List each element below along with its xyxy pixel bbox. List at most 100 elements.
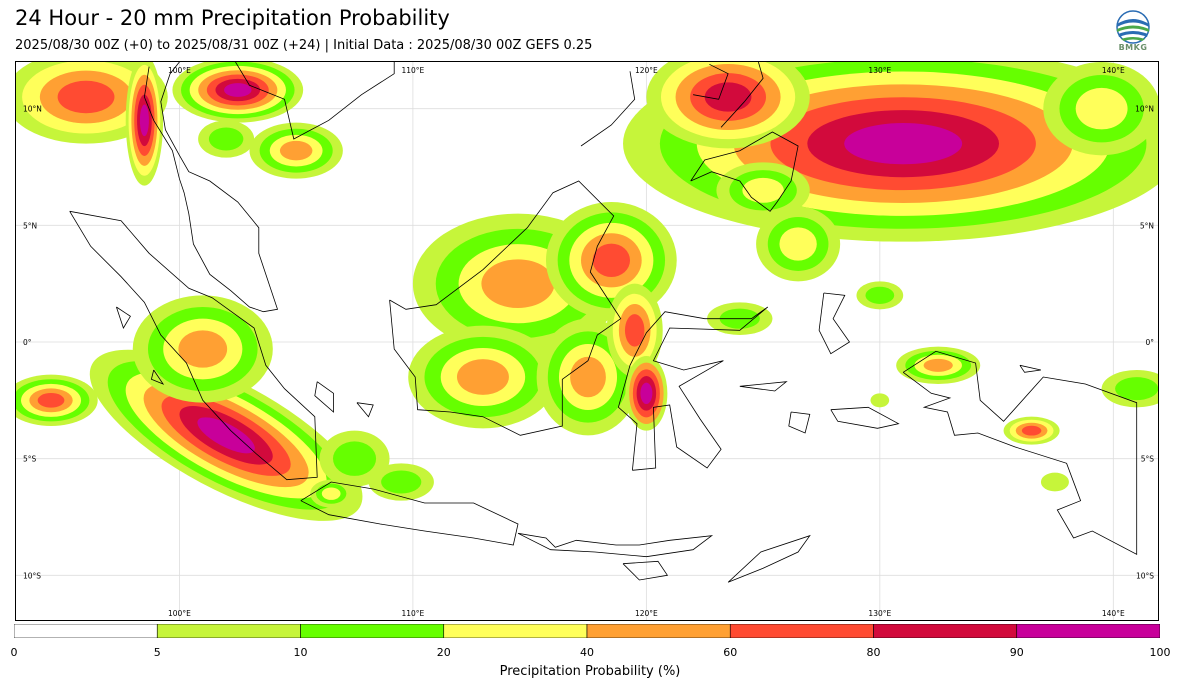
- lat-label: 10°S: [23, 571, 41, 580]
- lon-label: 120°E: [635, 66, 658, 75]
- probability-band: [178, 330, 228, 368]
- probability-band: [57, 80, 115, 114]
- coastline: [580, 71, 636, 147]
- probability-band: [1040, 472, 1069, 492]
- lat-label: 0°: [1145, 338, 1154, 347]
- probability-band: [1021, 425, 1042, 436]
- bmkg-logo-icon: [1116, 10, 1150, 44]
- map-title: 24 Hour - 20 mm Precipitation Probabilit…: [15, 6, 450, 30]
- precip-cell: [1101, 370, 1158, 408]
- lat-label: 5°S: [1141, 455, 1155, 464]
- lat-label: 5°N: [23, 221, 37, 230]
- lat-label: 10°S: [1136, 571, 1154, 580]
- colorbar-tick: 60: [723, 646, 738, 659]
- probability-band: [624, 314, 645, 347]
- precip-cell: [1040, 472, 1069, 492]
- coastline: [235, 62, 395, 140]
- probability-band: [456, 359, 509, 395]
- coastline: [389, 180, 622, 436]
- coastline: [727, 534, 811, 583]
- precip-cell: [646, 62, 810, 149]
- coastline: [160, 62, 279, 313]
- coastline: [617, 306, 769, 471]
- coastline: [116, 306, 131, 329]
- coastline: [356, 402, 374, 418]
- colorbar-tick: 90: [1009, 646, 1024, 659]
- bmkg-logo-text: BMKG: [1118, 43, 1148, 52]
- probability-band: [870, 393, 890, 408]
- colorbar-tick: 0: [10, 646, 18, 659]
- colorbar-segment: [300, 624, 445, 638]
- probability-band: [332, 441, 377, 476]
- coastline: [830, 406, 900, 429]
- probability-band: [381, 470, 422, 494]
- colorbar-segment: [443, 624, 588, 638]
- probability-band: [844, 123, 963, 165]
- coastline: [902, 350, 1138, 555]
- probability-band: [197, 417, 255, 454]
- colorbar-segment: [586, 624, 731, 638]
- probability-band: [37, 393, 65, 408]
- precip-cell: [856, 281, 904, 310]
- probability-band: [640, 382, 653, 405]
- precip-cell: [319, 430, 390, 487]
- probability-band: [481, 259, 555, 309]
- colorbar-tick: 5: [153, 646, 161, 659]
- colorbar-segment: [156, 624, 301, 638]
- precipitation-field: [16, 62, 1158, 521]
- coastline: [1019, 364, 1041, 373]
- precip-cell: [249, 122, 343, 179]
- lon-label: 130°E: [868, 609, 891, 618]
- coastline: [788, 411, 811, 434]
- lon-label: 100°E: [168, 66, 191, 75]
- lon-label: 110°E: [401, 609, 424, 618]
- colorbar: [14, 624, 1160, 638]
- lon-label: 110°E: [401, 66, 424, 75]
- colorbar-segment: [729, 624, 874, 638]
- colorbar-segment: [1016, 624, 1160, 638]
- probability-band: [321, 487, 341, 500]
- colorbar-tick: 10: [293, 646, 308, 659]
- precipitation-map[interactable]: 100°E 100°E 110°E 110°E 120°E 120°E 130°E 130°E…: [15, 61, 1159, 621]
- probability-band: [1075, 87, 1128, 130]
- colorbar-segment: [14, 624, 158, 638]
- colorbar-tick: 40: [580, 646, 594, 659]
- probability-band: [139, 104, 149, 137]
- colorbar-label: Precipitation Probability (%): [499, 664, 681, 679]
- probability-band: [224, 83, 252, 97]
- precip-cell: [16, 374, 98, 426]
- probability-band: [570, 356, 606, 398]
- lon-label: 120°E: [635, 609, 658, 618]
- coastline: [300, 481, 519, 546]
- lon-label: 100°E: [168, 609, 191, 618]
- precip-cell: [408, 325, 558, 429]
- lat-label: 10°N: [1135, 105, 1154, 114]
- map-subtitle: 2025/08/30 00Z (+0) to 2025/08/31 00Z (+…: [15, 38, 593, 53]
- precip-cell: [310, 479, 353, 508]
- lat-label: 5°N: [1140, 221, 1154, 230]
- precip-cell: [1043, 62, 1158, 156]
- lon-label: 130°E: [868, 66, 891, 75]
- precip-cell: [1003, 416, 1060, 445]
- precip-cell: [606, 283, 663, 377]
- coastline: [693, 63, 729, 100]
- coastline: [690, 131, 799, 212]
- coastline: [517, 532, 714, 558]
- precip-cell: [756, 206, 841, 282]
- probability-band: [704, 82, 752, 112]
- precip-cell: [625, 356, 668, 431]
- coastline: [150, 369, 165, 385]
- probability-band: [208, 127, 244, 151]
- graticule-labels: 100°E 100°E 110°E 110°E 120°E 120°E 130°E 130°E…: [23, 66, 1154, 618]
- precip-cell: [198, 120, 255, 158]
- precip-cell: [716, 162, 810, 219]
- probability-band: [279, 140, 313, 161]
- map-canvas: 100°E 100°E 110°E 110°E 120°E 120°E 130°E 130°E…: [16, 62, 1158, 620]
- colorbar-tick: 80: [866, 646, 881, 659]
- colorbar-tick: 20: [436, 646, 451, 659]
- coastline: [739, 381, 788, 392]
- coastline: [818, 292, 851, 355]
- lon-label: 140°E: [1102, 66, 1125, 75]
- probability-band: [779, 227, 817, 261]
- precip-cell: [89, 349, 363, 521]
